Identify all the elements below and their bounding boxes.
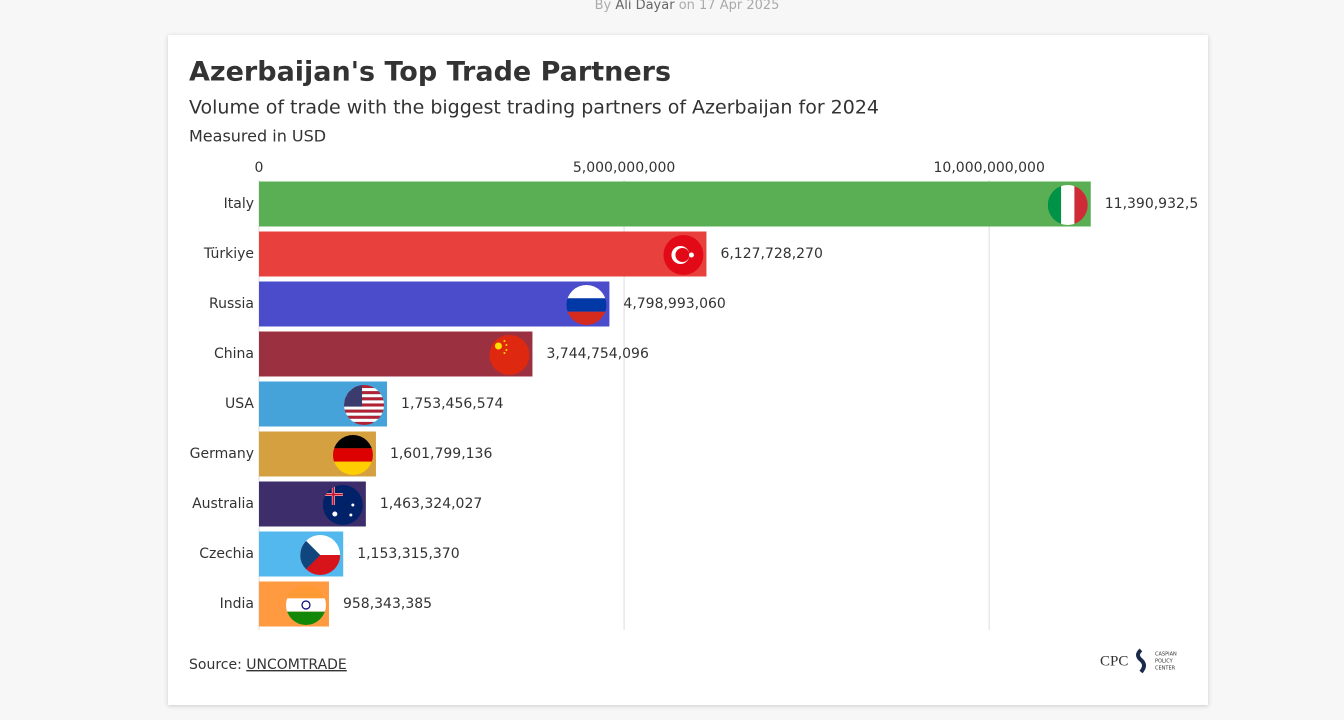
flag-part [301, 600, 311, 610]
flag-part [505, 349, 508, 351]
bar [259, 231, 707, 277]
flag-part [344, 403, 385, 407]
flag-part [489, 335, 530, 375]
y-tick-label: Australia [192, 496, 254, 512]
flag-part [566, 298, 607, 312]
value-label: 6,127,728,270 [720, 246, 822, 262]
y-tick-label: Italy [224, 196, 254, 212]
flag-part [344, 397, 385, 401]
flag-part [300, 535, 321, 575]
flag-part [344, 400, 385, 404]
flag-part [344, 415, 385, 419]
value-label: 1,463,324,027 [380, 496, 482, 512]
logo-line: POLICY [1155, 659, 1174, 665]
bar [259, 331, 533, 377]
value-label: 11,390,932,5 [1105, 196, 1199, 212]
flag-part [344, 412, 385, 416]
flag [1047, 185, 1088, 225]
y-tick-label: India [220, 596, 254, 612]
flag-part [566, 285, 607, 299]
flag-part [344, 409, 385, 413]
value-label: 958,343,385 [343, 596, 432, 612]
flag-part [322, 485, 363, 525]
logo: CPC CASPIAN POLICY CENTER [1100, 648, 1177, 674]
flag-part [344, 421, 385, 425]
y-tick-label: China [214, 346, 254, 362]
flag-part [344, 388, 385, 392]
flag-part [285, 611, 326, 625]
flag-part [332, 435, 373, 449]
chart-title: Azerbaijan's Top Trade Partners [189, 57, 671, 88]
source-link[interactable]: UNCOMTRADE [246, 657, 347, 673]
y-tick-label: Russia [209, 296, 254, 312]
logo-line: CENTER [1155, 666, 1176, 672]
flag-part [351, 503, 355, 507]
bar [259, 181, 1091, 227]
byline-prefix: By [595, 0, 612, 13]
value-label: 1,153,315,370 [357, 546, 459, 562]
flag [489, 335, 530, 375]
flag-part [332, 448, 373, 462]
logo-name: CPC [1100, 653, 1128, 669]
byline: By Ali Dayar on 17 Apr 2025 [595, 0, 780, 13]
logo-mark [1136, 648, 1146, 674]
flag-part [688, 252, 694, 258]
y-tick-label: USA [225, 396, 254, 412]
bar [259, 281, 610, 327]
flag-part [503, 340, 506, 342]
flag [663, 235, 704, 275]
chart-note: Measured in USD [189, 127, 326, 146]
flag-part [285, 585, 326, 599]
flag-part [332, 511, 338, 517]
flag [300, 535, 341, 575]
flag-part [675, 248, 690, 262]
flag [332, 435, 373, 475]
flag [344, 385, 385, 425]
flag-part [1074, 185, 1088, 225]
flag-part [1061, 185, 1075, 225]
byline-author[interactable]: Ali Dayar [615, 0, 675, 13]
flag-part [344, 391, 385, 395]
flag-part [344, 394, 385, 398]
value-label: 3,744,754,096 [546, 346, 649, 362]
logo-line: CASPIAN [1155, 652, 1177, 658]
x-tick-label: 10,000,000,000 [934, 160, 1045, 176]
value-label: 1,601,799,136 [390, 446, 493, 462]
byline-date: on 17 Apr 2025 [679, 0, 780, 13]
flag-part [332, 485, 335, 505]
flag-part [566, 311, 607, 325]
flag-part [344, 385, 385, 389]
flag-part [349, 513, 353, 517]
value-label: 4,798,993,060 [623, 296, 725, 312]
flag-part [505, 344, 508, 346]
y-tick-label: Czechia [199, 546, 254, 562]
flag-part [332, 461, 373, 475]
source-label: Source: [189, 657, 242, 673]
y-tick-label: Germany [190, 446, 254, 462]
flag-part [494, 342, 502, 350]
flag [566, 285, 607, 325]
source: Source: UNCOMTRADE [189, 657, 347, 673]
flag-part [285, 598, 326, 612]
plot: 0 5,000,000,000 10,000,000,000 Italy 11,390,… [190, 160, 1199, 630]
flag-part [1047, 185, 1062, 225]
value-label: 1,753,456,574 [401, 396, 504, 412]
x-tick-label: 5,000,000,000 [573, 160, 675, 176]
y-tick-label: Türkiye [203, 246, 254, 262]
flag [322, 485, 363, 525]
chart-subtitle: Volume of trade with the biggest trading… [189, 97, 879, 119]
flag-part [503, 352, 506, 354]
flag [285, 585, 326, 625]
flag-part [344, 406, 385, 410]
x-tick-label: 0 [255, 160, 264, 176]
flag-part [344, 418, 385, 422]
